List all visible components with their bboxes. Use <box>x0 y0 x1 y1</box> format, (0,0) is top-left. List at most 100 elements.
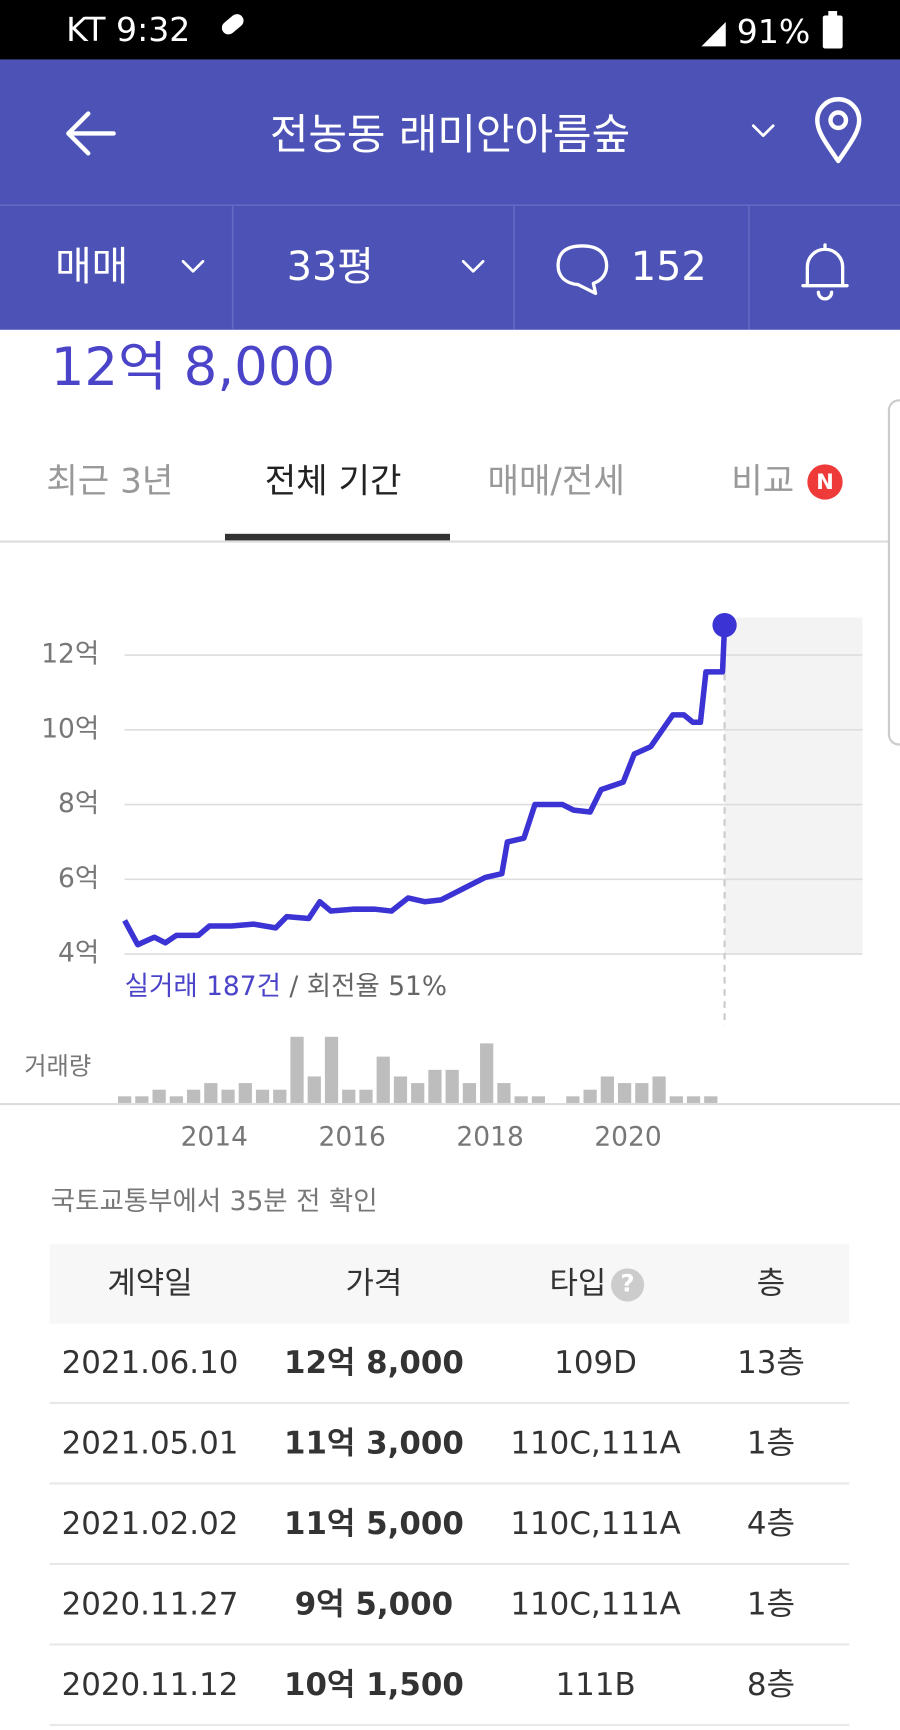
turnover-rate: / 회전율 51% <box>289 971 447 1002</box>
pill-icon <box>221 14 244 35</box>
column-header: 가격 <box>345 1265 403 1302</box>
volume-bar <box>169 1096 183 1103</box>
table-cell: 2021.05.01 <box>61 1424 239 1462</box>
source-note: 국토교통부에서 35분 전 확인 <box>50 1185 378 1217</box>
column-header: 타입 <box>549 1265 607 1302</box>
volume-bar <box>204 1083 218 1103</box>
volume-bar <box>118 1096 132 1103</box>
volume-bar <box>566 1096 580 1103</box>
volume-bar <box>445 1069 459 1103</box>
volume-bar <box>635 1083 649 1103</box>
map-pin[interactable] <box>815 97 862 164</box>
volume-bar <box>290 1036 304 1103</box>
new-badge <box>807 464 843 500</box>
signal-icon <box>701 22 726 47</box>
volume-bar <box>462 1083 477 1103</box>
table-row: 2020.11.27 9억 5,000 110C,111A 1층 <box>49 1565 850 1646</box>
price-chart: 4억 6억 8억 10억 12억 2014 2016 2018 2020 실거래 187건 / 회… <box>0 612 900 1153</box>
x-tick-label: 2020 <box>594 1122 661 1153</box>
table-cell: 13층 <box>737 1344 805 1381</box>
volume-bar <box>480 1043 494 1103</box>
table-cell: 110C,111A <box>510 1586 681 1623</box>
status-icons <box>221 11 843 49</box>
price-cell: 9억 5,000 <box>294 1586 454 1623</box>
table-cell: 2021.02.02 <box>61 1505 239 1542</box>
battery-icon <box>822 15 843 49</box>
x-tick-label: 2016 <box>319 1122 386 1153</box>
volume-bar <box>531 1096 546 1103</box>
price-cell: 10억 1,500 <box>283 1666 464 1703</box>
header-title: 전농동 래미안아름숲 <box>269 110 631 159</box>
y-tick-label: 10억 <box>41 713 99 744</box>
new-badge-text: N <box>816 470 834 495</box>
volume-bar <box>255 1089 270 1103</box>
app-header <box>0 59 900 330</box>
column-header: 계약일 <box>107 1265 193 1302</box>
map-pin-dot <box>828 110 849 131</box>
comment-count[interactable]: 152 <box>630 244 707 291</box>
help-icon[interactable]: ? <box>611 1268 645 1302</box>
volume-bar <box>704 1096 718 1103</box>
price-cell: 12억 8,000 <box>283 1344 464 1381</box>
x-tick-label: 2018 <box>456 1122 523 1153</box>
volume-label: 거래량 <box>24 1052 91 1081</box>
table-row: 2021.02.02 11억 5,000 110C,111A 4층 <box>49 1484 850 1566</box>
size-chevron[interactable] <box>461 260 485 273</box>
y-tick-label: 12억 <box>41 639 99 670</box>
table-cell: 2020.11.27 <box>61 1586 239 1623</box>
volume-bar <box>376 1056 390 1103</box>
table-cell: 8층 <box>746 1666 795 1703</box>
volume-bar <box>359 1089 373 1103</box>
tab-divider <box>0 540 900 543</box>
tab[interactable]: 최근 3년 <box>46 461 174 502</box>
volume-bar <box>583 1089 597 1103</box>
volume-bar <box>342 1089 356 1103</box>
battery-cap <box>828 11 838 17</box>
table-cell: 4층 <box>746 1505 795 1542</box>
size-filter[interactable]: 33평 <box>286 244 374 291</box>
future-area <box>724 617 863 955</box>
volume-bar <box>135 1096 149 1103</box>
volume-bar <box>324 1036 339 1103</box>
volume-bar <box>428 1069 442 1103</box>
volume-bar <box>152 1089 166 1103</box>
x-tick-label: 2014 <box>181 1122 248 1153</box>
volume-bar <box>600 1076 614 1103</box>
volume-bar <box>307 1076 321 1103</box>
table-cell: 109D <box>554 1344 637 1381</box>
table-header: 계약일 가격 타입 층? <box>49 1244 850 1326</box>
trade-stats: 실거래 187건 / 회전율 51% <box>125 971 447 1002</box>
column-header: 층 <box>756 1265 786 1302</box>
volume-bar <box>514 1096 528 1103</box>
trade-count: 실거래 187건 <box>125 971 281 1002</box>
dropdown-chevron[interactable] <box>751 124 775 138</box>
volume-bar <box>669 1096 683 1103</box>
price-cell: 11억 5,000 <box>283 1505 464 1542</box>
table-cell: 1층 <box>746 1424 795 1462</box>
scroll-handle[interactable] <box>887 399 900 746</box>
current-price: 12억 8,000 <box>50 336 336 399</box>
volume-bar <box>238 1083 252 1103</box>
back-button[interactable] <box>66 111 116 156</box>
trade-filter[interactable]: 매매 <box>55 244 129 291</box>
volume-bar <box>221 1089 235 1103</box>
carrier-time: KT 9:32 <box>66 11 191 50</box>
status-bar <box>0 0 900 60</box>
y-tick-label: 4억 <box>58 938 99 969</box>
tab[interactable]: 비교 <box>731 461 795 502</box>
table-row: 2021.06.10 12억 8,000 109D 13층 <box>49 1323 850 1405</box>
table-row: 2021.05.01 11억 3,000 110C,111A 1층 <box>49 1404 850 1485</box>
price-line <box>122 624 728 948</box>
table-cell: 110C,111A <box>510 1424 681 1462</box>
tab-underline <box>224 533 450 541</box>
y-tick-label: 6억 <box>58 863 99 894</box>
volume-bar <box>686 1096 701 1103</box>
trade-chevron[interactable] <box>181 260 205 273</box>
alert-bell[interactable] <box>801 243 849 301</box>
comment-icon[interactable] <box>556 244 609 296</box>
y-tick-label: 8억 <box>58 788 99 819</box>
table-cell: 110C,111A <box>510 1505 681 1542</box>
tab[interactable]: 매매/전세 <box>487 461 625 502</box>
tab-active[interactable]: 전체 기간 <box>264 461 402 502</box>
